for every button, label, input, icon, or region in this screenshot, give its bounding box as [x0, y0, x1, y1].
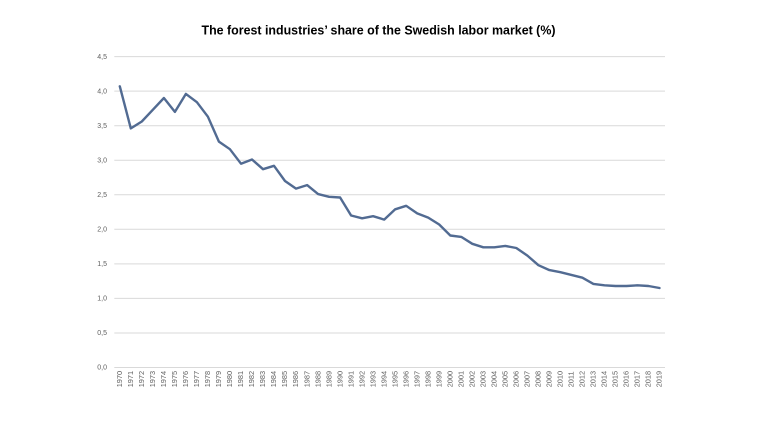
- svg-text:1989: 1989: [324, 371, 333, 387]
- svg-text:0,0: 0,0: [97, 365, 107, 372]
- svg-text:1995: 1995: [390, 371, 399, 387]
- svg-text:1974: 1974: [159, 371, 168, 387]
- svg-text:1984: 1984: [269, 371, 278, 387]
- svg-text:1,0: 1,0: [97, 296, 107, 303]
- svg-text:2008: 2008: [534, 371, 543, 387]
- svg-text:The forest industries’ share o: The forest industries’ share of the Swed…: [202, 23, 556, 37]
- svg-text:4,0: 4,0: [97, 88, 107, 95]
- svg-text:2,5: 2,5: [97, 192, 107, 199]
- svg-text:1979: 1979: [214, 371, 223, 387]
- svg-text:1990: 1990: [335, 371, 344, 387]
- svg-text:1985: 1985: [280, 371, 289, 387]
- svg-text:1993: 1993: [368, 371, 377, 387]
- svg-text:1980: 1980: [225, 371, 234, 387]
- svg-text:1986: 1986: [291, 371, 300, 387]
- svg-text:1,5: 1,5: [97, 261, 107, 268]
- svg-text:4,5: 4,5: [97, 54, 107, 61]
- svg-text:0,5: 0,5: [97, 330, 107, 337]
- svg-text:2014: 2014: [600, 371, 609, 387]
- svg-text:2007: 2007: [523, 371, 532, 387]
- svg-text:2004: 2004: [490, 371, 499, 387]
- svg-text:1981: 1981: [236, 371, 245, 387]
- svg-text:3,0: 3,0: [97, 157, 107, 164]
- svg-text:1983: 1983: [258, 371, 267, 387]
- svg-text:2011: 2011: [567, 371, 576, 387]
- svg-text:1972: 1972: [137, 371, 146, 387]
- svg-text:1997: 1997: [412, 371, 421, 387]
- svg-text:1982: 1982: [247, 371, 256, 387]
- svg-text:2000: 2000: [446, 371, 455, 387]
- svg-text:2019: 2019: [655, 371, 664, 387]
- svg-text:2,0: 2,0: [97, 227, 107, 234]
- svg-text:2015: 2015: [611, 371, 620, 387]
- svg-text:1992: 1992: [357, 371, 366, 387]
- svg-text:1976: 1976: [181, 371, 190, 387]
- svg-text:1978: 1978: [203, 371, 212, 387]
- svg-text:2006: 2006: [512, 371, 521, 387]
- svg-text:2001: 2001: [457, 371, 466, 387]
- svg-text:1975: 1975: [170, 371, 179, 387]
- svg-text:1998: 1998: [423, 371, 432, 387]
- svg-text:1991: 1991: [346, 371, 355, 387]
- svg-text:1973: 1973: [148, 371, 157, 387]
- svg-text:2012: 2012: [578, 371, 587, 387]
- svg-text:1996: 1996: [401, 371, 410, 387]
- svg-text:1971: 1971: [126, 371, 135, 387]
- svg-text:1970: 1970: [115, 371, 124, 387]
- svg-text:3,5: 3,5: [97, 123, 107, 130]
- svg-text:2003: 2003: [479, 371, 488, 387]
- svg-text:2010: 2010: [556, 371, 565, 387]
- svg-text:1988: 1988: [313, 371, 322, 387]
- svg-text:2009: 2009: [545, 371, 554, 387]
- svg-text:1999: 1999: [434, 371, 443, 387]
- svg-text:2005: 2005: [501, 371, 510, 387]
- svg-text:2002: 2002: [468, 371, 477, 387]
- svg-text:2013: 2013: [589, 371, 598, 387]
- svg-text:1994: 1994: [379, 371, 388, 387]
- svg-text:1977: 1977: [192, 371, 201, 387]
- svg-text:2018: 2018: [644, 371, 653, 387]
- svg-text:1987: 1987: [302, 371, 311, 387]
- svg-text:2017: 2017: [633, 371, 642, 387]
- svg-text:2016: 2016: [622, 371, 631, 387]
